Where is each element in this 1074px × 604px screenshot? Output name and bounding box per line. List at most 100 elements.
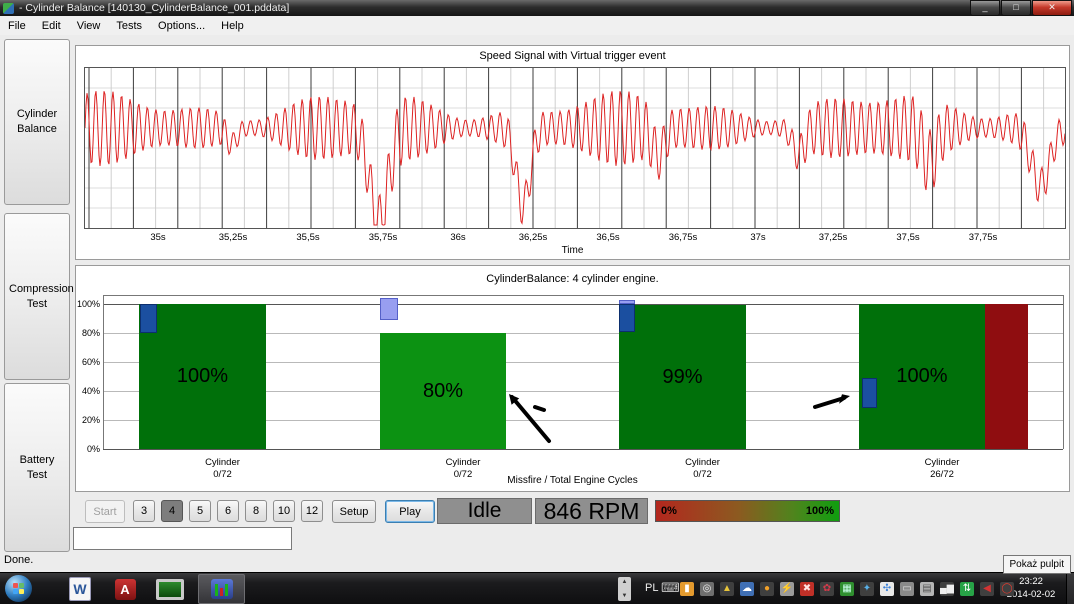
menu-item-help[interactable]: Help — [221, 19, 244, 32]
fan-icon[interactable]: ✣ — [880, 582, 894, 596]
cylinder-count-button-3[interactable]: 3 — [133, 500, 155, 522]
plot-frame-left — [103, 295, 104, 449]
language-indicator[interactable]: PL — [645, 582, 659, 594]
balance-h-gridline — [103, 304, 1063, 305]
sidebar-button-battery-test[interactable]: Battery Test — [4, 383, 70, 552]
start-button-orb[interactable] — [5, 575, 32, 602]
tray-scroll-buttons[interactable]: ▲ ▼ — [618, 577, 631, 601]
start-button[interactable]: Start — [85, 500, 125, 523]
trigger-marker-cyl3 — [619, 304, 635, 332]
balance-plot[interactable]: 100% 80% 60% 40% 20% 0% 100% Cylinder 0/72 80% Cy… — [76, 266, 1071, 493]
sync-icon[interactable]: ⇅ — [960, 582, 974, 596]
cylinder-count-button-10[interactable]: 10 — [273, 500, 295, 522]
close-button[interactable]: ✕ — [1032, 0, 1072, 16]
menu-item-file[interactable]: File — [8, 19, 26, 32]
drive-icon[interactable]: ▲ — [720, 582, 734, 596]
cylinder-count-button-6[interactable]: 6 — [217, 500, 239, 522]
comment-input[interactable] — [73, 527, 292, 550]
ups-icon[interactable]: ▮ — [680, 582, 694, 596]
security-alert-icon[interactable]: ✖ — [800, 582, 814, 596]
clock-date: 2014-02-02 — [1006, 588, 1056, 600]
cylinder-category-label: Cylinder 0/72 — [445, 457, 481, 480]
cylinder-count-button-8[interactable]: 8 — [245, 500, 267, 522]
menu-item-edit[interactable]: Edit — [41, 19, 61, 32]
speed-x-tick: 37,75s — [968, 232, 998, 243]
cylinder-category-label: Cylinder 26/72 — [924, 457, 960, 480]
balance-x-axis-label: Missfire / Total Engine Cycles — [507, 475, 638, 486]
balance-h-gridline — [103, 333, 1063, 334]
cylinder-count-button-4[interactable]: 4 — [161, 500, 183, 522]
cylinder-bar-1[interactable]: 100% — [139, 304, 266, 449]
word-icon-glyph: W — [69, 577, 91, 601]
cylinder-category-label: Cylinder 0/72 — [205, 457, 240, 480]
sidebar-button-label: Cylinder Balance — [16, 108, 58, 135]
app-icon — [3, 2, 14, 14]
reference-red-bar — [985, 304, 1028, 449]
speed-x-tick: 36,5s — [596, 232, 620, 243]
speed-x-tick: 36,25s — [518, 232, 548, 243]
cylinder-bar-value-label: 80% — [422, 379, 464, 402]
play-button[interactable]: Play — [385, 500, 435, 523]
sun-icon[interactable]: ● — [760, 582, 774, 596]
balance-y-tick: 80% — [81, 328, 100, 338]
show-desktop-button[interactable] — [1066, 573, 1074, 604]
engine-state-display: Idle — [437, 498, 532, 524]
trigger-marker-cyl2 — [380, 298, 398, 320]
sidebar-button-label: Compression Test — [9, 282, 74, 310]
cylinder-count-button-12[interactable]: 12 — [301, 500, 323, 522]
virtualbox-icon[interactable]: ▦ — [840, 582, 854, 596]
balance-y-tick: 40% — [81, 386, 100, 396]
power-plug-icon[interactable]: ⚡ — [780, 582, 794, 596]
cylinder-balance-app-icon[interactable] — [198, 574, 245, 604]
keyboard-icon[interactable]: ⌨ — [661, 580, 680, 595]
browser-icon[interactable]: ◯ — [1000, 582, 1014, 596]
balance-y-tick: 0% — [86, 444, 100, 454]
sidebar-button-cylinder-balance[interactable]: Cylinder Balance — [4, 39, 70, 205]
sidebar-button-compression-test[interactable]: Compression Test — [4, 213, 74, 380]
plot-frame-top — [103, 295, 1063, 296]
speed-x-tick: 37,25s — [818, 232, 848, 243]
word-icon[interactable]: W — [60, 574, 100, 604]
cylinder-bar-2[interactable]: 80% — [380, 333, 506, 449]
windows-flag-icon — [13, 583, 24, 594]
minimize-button[interactable]: _ — [970, 0, 1000, 16]
setup-button[interactable]: Setup — [332, 500, 376, 523]
remote-desktop-icon[interactable] — [150, 574, 190, 604]
acrobat-icon-glyph: A — [114, 578, 136, 600]
menu-item-tests[interactable]: Tests — [116, 19, 143, 32]
taskbar-clock[interactable]: 23:22 2014-02-02 — [1002, 576, 1060, 602]
volume-muted-icon[interactable]: ◀ — [980, 582, 994, 596]
weather-cloud-icon[interactable]: ☁ — [740, 582, 754, 596]
network-signal-icon[interactable]: ▄▆ — [940, 582, 954, 596]
speed-x-tick: 37,5s — [896, 232, 920, 243]
speed-x-tick: 35,5s — [296, 232, 320, 243]
antivirus-icon[interactable]: ✿ — [820, 582, 834, 596]
sidebar-button-label: Battery Test — [19, 453, 55, 481]
speed-signal-panel: Speed Signal with Virtual trigger event … — [75, 45, 1070, 260]
pinwheel-icon[interactable]: ✦ — [860, 582, 874, 596]
cylinder-bar-4[interactable]: 100% — [859, 304, 985, 449]
trigger-marker-cyl3-top — [619, 299, 635, 304]
window-title: - Cylinder Balance [140130_CylinderBalan… — [19, 2, 290, 14]
cylinder-count-button-5[interactable]: 5 — [189, 500, 211, 522]
menu-item-view[interactable]: View — [76, 19, 101, 32]
speed-signal-plot[interactable] — [84, 67, 1066, 229]
balance-h-gridline — [103, 420, 1063, 421]
display-icon[interactable]: ▭ — [900, 582, 914, 596]
updater-icon[interactable]: ◎ — [700, 582, 714, 596]
speed-x-tick: 36,75s — [668, 232, 698, 243]
maximize-button[interactable]: □ — [1001, 0, 1031, 16]
cylinder-bar-3[interactable]: 99% — [619, 305, 746, 449]
menu-item-options[interactable]: Options... — [158, 19, 206, 32]
status-bar-text: Done. — [4, 554, 34, 566]
cylinder-bar-value-label: 100% — [896, 365, 948, 387]
speed-x-tick: 37s — [750, 232, 766, 243]
speed-x-tick: 36s — [450, 232, 466, 243]
speed-x-tick: 35s — [150, 232, 166, 243]
printer-icon[interactable]: ▤ — [920, 582, 934, 596]
balance-h-gridline — [103, 449, 1063, 450]
acrobat-icon[interactable]: A — [105, 574, 145, 604]
title-bar[interactable]: - Cylinder Balance [140130_CylinderBalan… — [0, 0, 1074, 16]
app-icon-bar — [215, 584, 218, 596]
balance-y-tick: 20% — [81, 415, 100, 425]
